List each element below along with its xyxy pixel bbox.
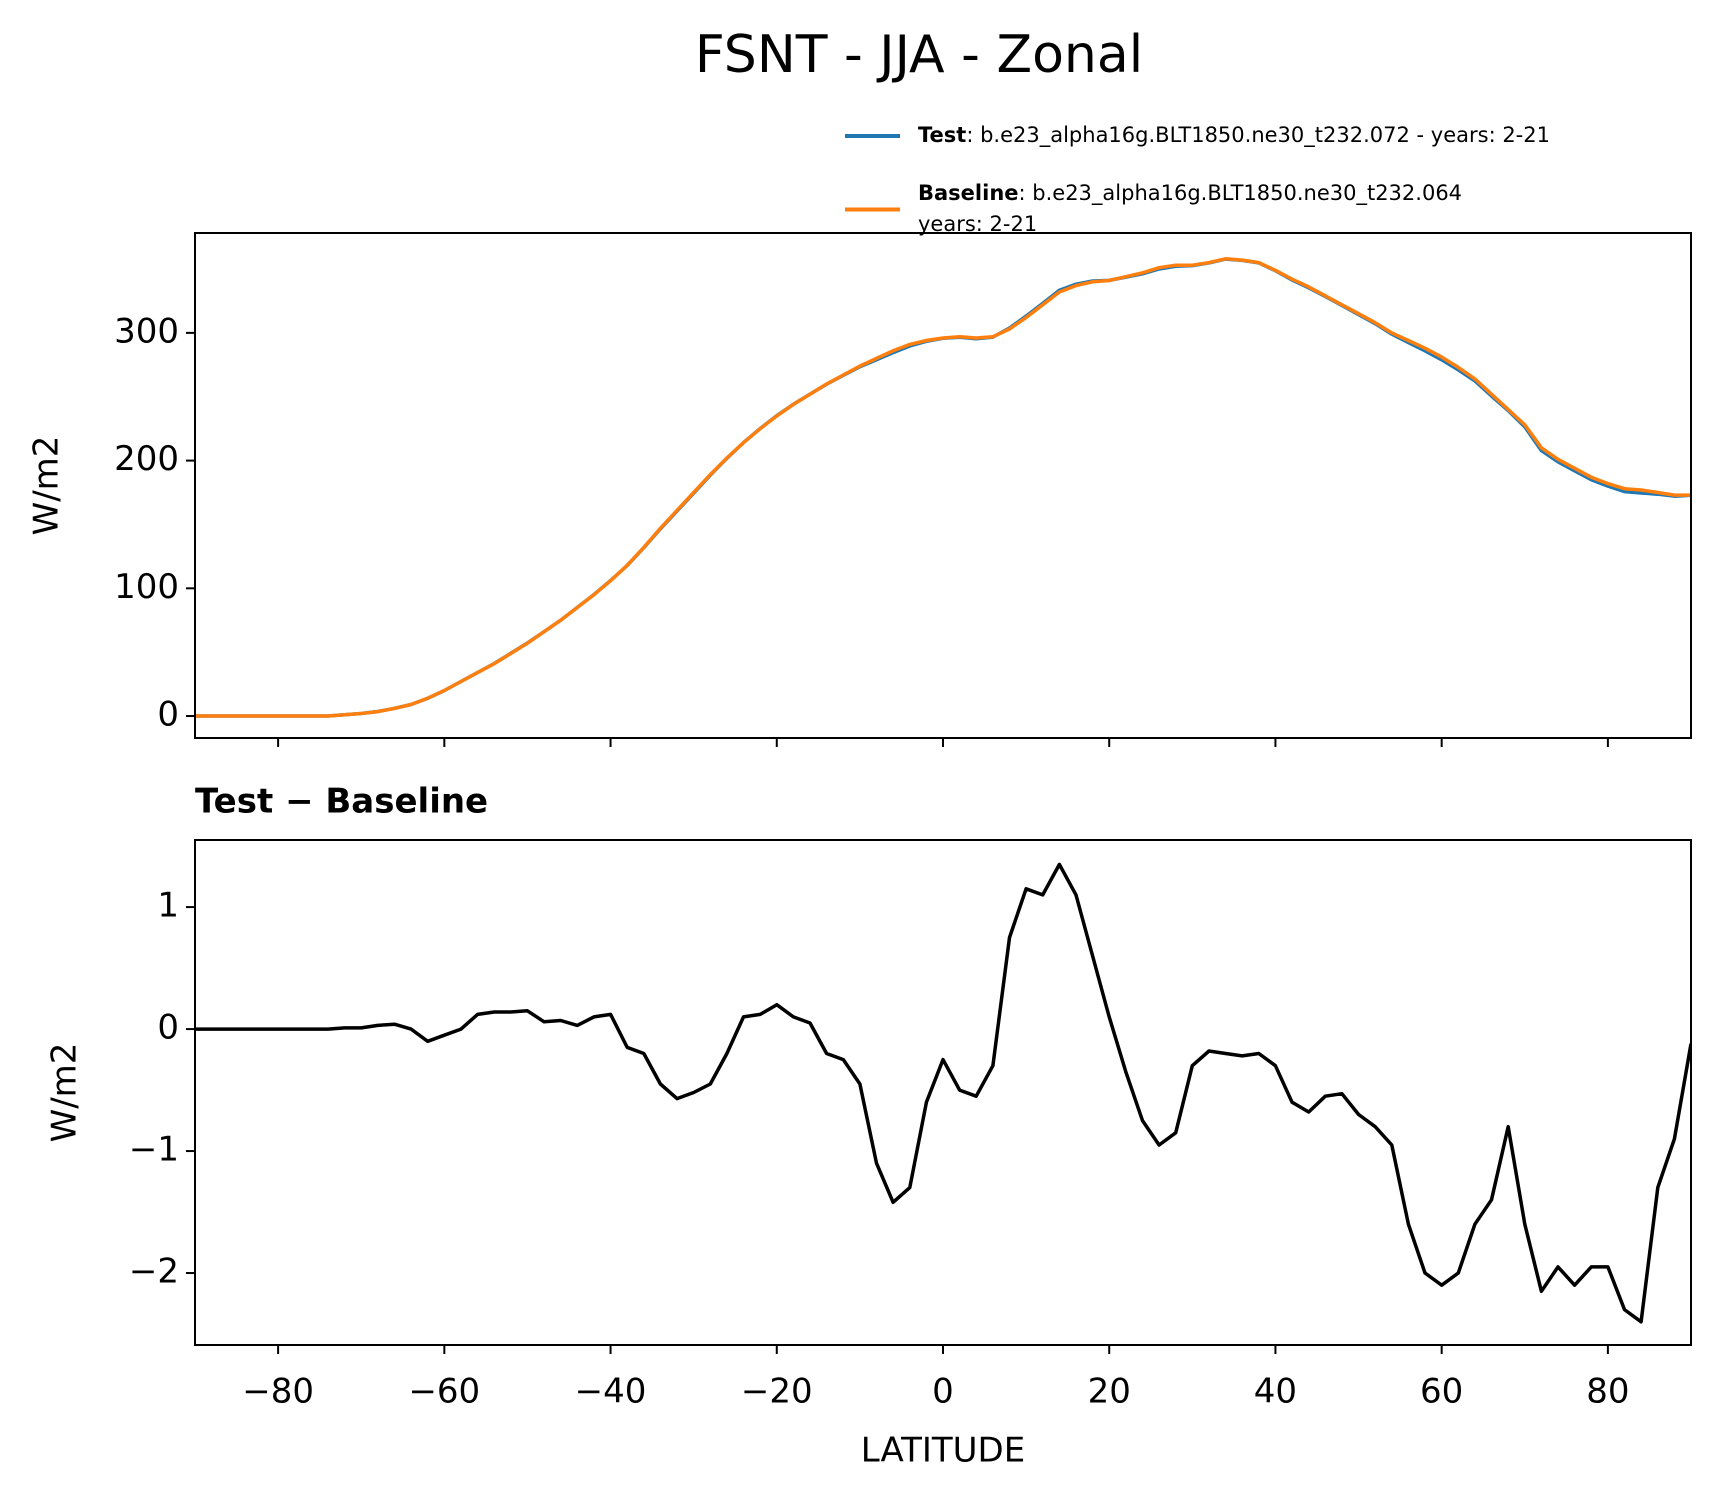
y-tick-label: 0 xyxy=(157,695,179,735)
x-axis-label: LATITUDE xyxy=(861,1431,1025,1471)
x-tick-label: 0 xyxy=(932,1372,954,1412)
legend-description: : b.e23_alpha16g.BLT1850.ne30_t232.064 xyxy=(1019,181,1463,206)
x-tick-label: −20 xyxy=(741,1372,813,1412)
y-tick-label: −1 xyxy=(129,1130,179,1170)
chart-title: FSNT - JJA - Zonal xyxy=(695,25,1143,85)
legend-description: : b.e23_alpha16g.BLT1850.ne30_t232.072 -… xyxy=(966,123,1550,148)
legend-label: Test: b.e23_alpha16g.BLT1850.ne30_t232.0… xyxy=(918,123,1550,148)
x-tick-label: 60 xyxy=(1420,1372,1463,1412)
y-tick-label: −2 xyxy=(129,1252,179,1292)
x-tick-label: 20 xyxy=(1088,1372,1131,1412)
y-axis-label: W/m2 xyxy=(27,436,67,536)
x-tick-label: 80 xyxy=(1586,1372,1629,1412)
axes-frame xyxy=(194,232,1692,739)
subplot-title: Test − Baseline xyxy=(195,782,488,822)
x-tick-label: 40 xyxy=(1254,1372,1297,1412)
x-tick-label: −80 xyxy=(242,1372,314,1412)
y-tick-label: 200 xyxy=(114,439,179,479)
y-tick-label: 1 xyxy=(157,886,179,926)
legend-name: Test xyxy=(918,123,966,147)
x-tick-label: −40 xyxy=(575,1372,647,1412)
legend-name: Baseline xyxy=(918,181,1019,205)
x-tick-label: −60 xyxy=(408,1372,480,1412)
y-axis-label: W/m2 xyxy=(45,1043,85,1143)
axes-frame xyxy=(194,839,1692,1346)
legend-description: years: 2-21 xyxy=(918,212,1037,236)
series-line xyxy=(195,257,1691,718)
data-line xyxy=(195,862,1691,1324)
y-tick-label: 100 xyxy=(114,567,179,607)
legend-label: Baseline: b.e23_alpha16g.BLT1850.ne30_t2… xyxy=(918,181,1462,206)
plot-area xyxy=(195,862,1691,1324)
y-tick-label: 300 xyxy=(114,311,179,351)
plot-area xyxy=(195,257,1691,718)
y-tick-label: 0 xyxy=(157,1008,179,1048)
